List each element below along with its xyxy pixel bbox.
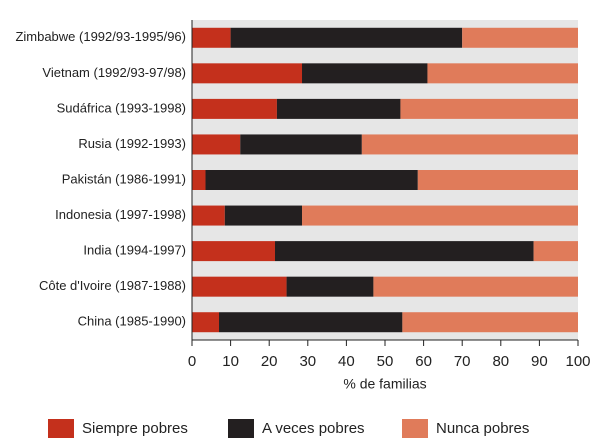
bar-segment [192,134,241,155]
x-tick-label: 40 [338,353,355,370]
y-tick-label: Côte d'Ivoire (1987-1988) [39,278,186,293]
x-tick-label: 0 [188,353,196,370]
legend-label: Siempre pobres [82,420,188,437]
bar-segment [274,241,534,262]
bar-segment [192,205,225,226]
legend-label: A veces pobres [262,420,365,437]
y-tick-label: Pakistán (1986-1991) [62,171,186,186]
y-tick-label: India (1994-1997) [83,243,186,258]
bar-segment [230,27,463,48]
legend-label: Nunca pobres [436,420,529,437]
bar-segment [192,170,206,190]
x-tick-label: 50 [377,353,394,370]
bar-segment [192,241,275,262]
x-tick-label: 10 [222,353,239,370]
bar-segment [192,63,303,84]
x-tick-label: 80 [492,353,509,370]
bar-segment [224,205,303,226]
bar-segment [533,241,578,262]
y-tick-label: Sudáfrica (1993-1998) [57,100,186,115]
legend-swatch [228,419,254,438]
bar-segment [400,98,578,119]
bar-segment [192,98,277,119]
bar-segment [402,312,578,333]
y-tick-label: Zimbabwe (1992/93-1995/96) [15,29,186,44]
y-tick-label: Vietnam (1992/93-97/98) [42,65,186,80]
bar-segment [302,63,428,84]
bar-segment [192,312,220,333]
x-tick-label: 60 [415,353,432,370]
bar-segment [302,205,578,226]
x-tick-label: 30 [299,353,316,370]
y-tick-label: Rusia (1992-1993) [78,136,186,151]
bar-segment [286,276,374,297]
y-tick-label: China (1985-1990) [78,314,186,329]
y-tick-label: Indonesia (1997-1998) [55,207,186,222]
legend-swatch [48,419,74,438]
x-tick-label: 90 [531,353,548,370]
bar-segment [462,27,578,48]
bar-segment [276,98,401,119]
bar-segment [192,27,231,48]
bar-segment [219,312,403,333]
x-axis-label: % de familias [343,376,426,392]
x-tick-label: 20 [261,353,278,370]
x-tick-label: 100 [565,353,590,370]
bar-segment [417,170,578,190]
bar-segment [192,276,287,297]
x-tick-label: 70 [454,353,471,370]
legend-swatch [402,419,428,438]
bar-segment [205,170,418,190]
bar-segment [361,134,578,155]
bar-segment [427,63,578,84]
bar-segment [240,134,362,155]
bar-segment [373,276,578,297]
